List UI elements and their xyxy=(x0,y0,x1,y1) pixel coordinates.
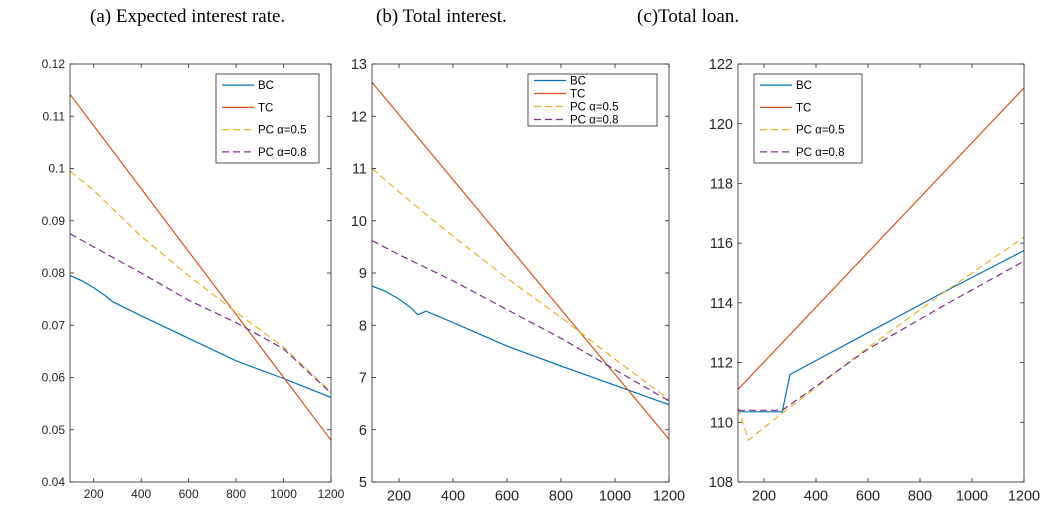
x-tick-label: 1200 xyxy=(653,489,685,505)
legend-label: PC α=0.8 xyxy=(796,147,845,159)
series-group xyxy=(372,81,669,440)
y-tick-label: 112 xyxy=(710,356,733,372)
series-line-tc xyxy=(372,81,669,440)
y-tick-label: 10 xyxy=(351,214,367,230)
series-line-bc xyxy=(70,275,331,398)
x-tick-label: 200 xyxy=(84,487,104,501)
x-tick-label: 400 xyxy=(131,487,151,501)
legend-label: TC xyxy=(258,102,273,114)
series-line-tc xyxy=(70,93,331,441)
y-tick-label: 0.05 xyxy=(42,423,66,437)
x-tick-label: 400 xyxy=(441,489,465,505)
chart-panel-a: 200 400 600 800 1000 1200 0.04 0.05 0.06 0.07 0.08… xyxy=(42,57,345,501)
y-tick-label: 12 xyxy=(351,109,367,125)
legend-label: TC xyxy=(796,102,811,114)
legend-label: PC α=0.5 xyxy=(796,125,845,137)
y-tick-label: 108 xyxy=(709,475,733,491)
y-tick-label: 116 xyxy=(710,236,733,252)
chart-panel-c: 200 400 600 800 1000 1200 108 110 112 114 116 118 12… xyxy=(709,57,1040,504)
caption-a: (a) Expected interest rate. xyxy=(90,6,286,27)
y-tick-label: 122 xyxy=(709,57,733,73)
series-group xyxy=(70,93,331,441)
y-tick-label: 0.1 xyxy=(48,162,65,176)
y-tick-label: 13 xyxy=(351,57,367,73)
axes-box xyxy=(737,63,1025,483)
y-tick-label: 11 xyxy=(352,162,367,178)
y-tick-label: 114 xyxy=(710,296,733,312)
x-tick-label: 1000 xyxy=(956,489,988,505)
y-tick-label: 5 xyxy=(359,475,367,491)
series-line-pc-08 xyxy=(738,260,1024,411)
y-tick-label: 118 xyxy=(710,177,733,193)
chart-panel-b: 200 400 600 800 1000 12005678910111213BCTCPC … xyxy=(351,57,685,504)
legend-label: PC α=0.8 xyxy=(258,147,307,159)
x-tick-label: 1000 xyxy=(270,487,297,501)
y-tick-label: 0.12 xyxy=(42,57,66,71)
x-tick-label: 400 xyxy=(804,489,828,505)
legend-box xyxy=(753,73,863,164)
y-tick-label: 8 xyxy=(359,318,367,334)
legend: BC TC PC α=0.5 PC α=0.8 xyxy=(753,73,863,164)
series-line-pc-05 xyxy=(738,236,1024,442)
y-tick-label: 0.11 xyxy=(43,109,66,123)
legend-box xyxy=(527,73,658,127)
legend-label: TC xyxy=(570,89,585,101)
y-tick-label: 6 xyxy=(359,423,367,439)
series-group xyxy=(738,87,1024,442)
y-tick-label: 0.08 xyxy=(42,266,66,280)
series-line-bc xyxy=(372,285,669,406)
x-tick-label: 800 xyxy=(226,487,246,501)
x-tick-label: 600 xyxy=(179,487,199,501)
y-tick-label: 110 xyxy=(710,415,733,431)
caption-c: (c)Total loan. xyxy=(637,6,740,27)
x-tick-label: 600 xyxy=(495,489,519,505)
series-line-bc xyxy=(738,250,1024,413)
y-tick-label: 0.06 xyxy=(42,371,66,385)
x-tick-label: 1200 xyxy=(318,487,345,501)
legend: BC TC PC α=0.5 PC α=0.8 xyxy=(215,73,320,164)
x-tick-label: 200 xyxy=(752,489,776,505)
x-tick-label: 800 xyxy=(908,489,932,505)
y-tick-label: 0.04 xyxy=(42,475,66,489)
legend-label: BC xyxy=(796,80,812,92)
series-line-pc-08 xyxy=(70,233,331,394)
legend-box xyxy=(215,73,320,164)
legend-label: PC α=0.5 xyxy=(258,125,307,137)
series-line-pc-05 xyxy=(372,168,669,400)
legend-label: BC xyxy=(570,76,586,88)
x-tick-label: 600 xyxy=(856,489,880,505)
y-tick-label: 7 xyxy=(359,371,367,387)
y-tick-label: 0.07 xyxy=(42,318,66,332)
plot-area xyxy=(372,64,669,482)
series-line-pc-05 xyxy=(70,170,331,393)
x-tick-label: 1000 xyxy=(599,489,631,505)
x-tick-label: 200 xyxy=(387,489,411,505)
y-tick-label: 0.09 xyxy=(42,214,66,228)
x-tick-label: 1200 xyxy=(1008,489,1040,505)
legend-label: BC xyxy=(258,80,274,92)
series-line-pc-08 xyxy=(372,240,669,402)
x-tick-label: 800 xyxy=(549,489,573,505)
y-tick-label: 120 xyxy=(709,117,733,133)
legend-label: PC α=0.5 xyxy=(570,102,619,114)
series-line-tc xyxy=(738,87,1024,390)
legend-label: PC α=0.8 xyxy=(570,115,619,127)
caption-b: (b) Total interest. xyxy=(376,6,507,27)
y-tick-label: 9 xyxy=(359,266,367,282)
